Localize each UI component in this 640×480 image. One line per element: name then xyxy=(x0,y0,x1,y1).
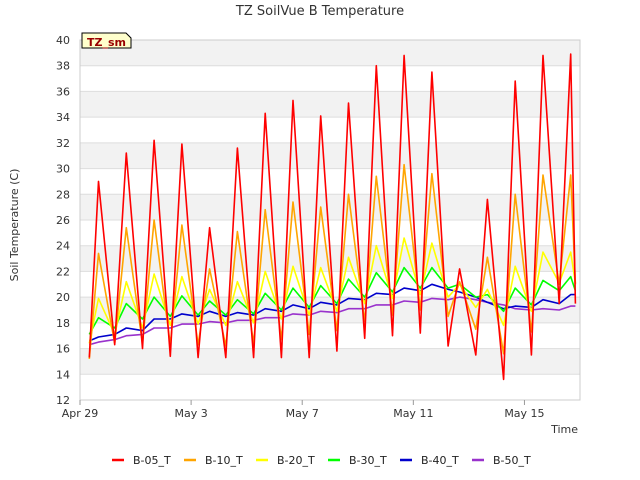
station-badge: TZ_sm xyxy=(81,32,132,49)
y-tick-label: 14 xyxy=(56,368,70,381)
legend-label: B-10_T xyxy=(205,454,243,467)
plot-band xyxy=(80,348,580,375)
x-tick-label: May 3 xyxy=(174,407,207,420)
y-tick-label: 30 xyxy=(56,163,70,176)
series-line-b-40-t xyxy=(88,283,576,342)
y-tick-label: 26 xyxy=(56,214,70,227)
y-tick-label: 22 xyxy=(56,265,70,278)
legend-item: B-50_T xyxy=(472,454,531,467)
y-tick-label: 38 xyxy=(56,60,70,73)
plot-band xyxy=(80,142,580,169)
plot-band xyxy=(80,91,580,118)
legend-label: B-20_T xyxy=(277,454,315,467)
plot-band xyxy=(80,40,580,66)
y-tick-label: 16 xyxy=(56,343,70,356)
x-tick-label: Apr 29 xyxy=(62,407,99,420)
plot-band xyxy=(80,194,580,220)
y-axis-ticks: 12 14 16 18 20 22 24 26 28 30 32 34 36 38 40 xyxy=(56,34,70,407)
y-tick-label: 12 xyxy=(56,394,70,407)
x-axis-label: Time xyxy=(550,423,578,436)
badge-box xyxy=(81,32,132,49)
y-tick-label: 24 xyxy=(56,240,70,253)
series-lines xyxy=(88,53,577,381)
legend-item: B-20_T xyxy=(256,454,315,467)
y-axis-label: Soil Temperature (C) xyxy=(8,169,21,282)
x-tick-label: May 7 xyxy=(286,407,319,420)
series-line-b-05-t xyxy=(88,53,577,381)
legend-label: B-40_T xyxy=(421,454,459,467)
series-line-b-20-t xyxy=(88,237,577,344)
y-tick-label: 40 xyxy=(56,34,70,47)
legend-item: B-40_T xyxy=(400,454,459,467)
legend: B-05_T B-10_T B-20_T B-30_T B-40_T B-50_T xyxy=(112,454,531,467)
plot-frame xyxy=(79,39,581,401)
legend-label: B-30_T xyxy=(349,454,387,467)
x-tick-label: May 15 xyxy=(504,407,544,420)
y-tick-label: 28 xyxy=(56,188,70,201)
legend-item: B-05_T xyxy=(112,454,171,467)
legend-label: B-50_T xyxy=(493,454,531,467)
series-line-b-50-t xyxy=(89,296,576,346)
x-axis-ticks: Apr 29 May 3 May 7 May 11 May 15 xyxy=(62,400,545,420)
x-tick-label: May 11 xyxy=(393,407,433,420)
y-tick-label: 18 xyxy=(56,317,70,330)
chart-title: TZ SoilVue B Temperature xyxy=(235,4,404,19)
badge-label: TZ_sm xyxy=(87,36,126,49)
y-tick-label: 36 xyxy=(56,85,70,98)
legend-item: B-30_T xyxy=(328,454,387,467)
y-tick-label: 32 xyxy=(56,137,70,150)
legend-label: B-05_T xyxy=(133,454,171,467)
legend-item: B-10_T xyxy=(184,454,243,467)
y-tick-label: 20 xyxy=(56,291,70,304)
series-line-b-30-t xyxy=(88,266,577,335)
y-tick-label: 34 xyxy=(56,111,70,124)
